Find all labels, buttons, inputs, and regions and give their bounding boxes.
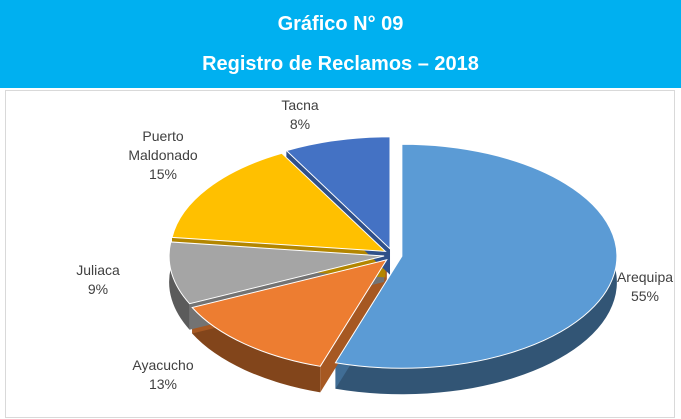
- slice-value-label: 13%: [148, 376, 178, 392]
- slice-label: Juliaca: [76, 262, 120, 278]
- slice-side: [192, 307, 321, 393]
- slice-side: [169, 241, 190, 330]
- slice-side: [320, 259, 387, 393]
- slice-label: Ayacucho: [132, 357, 194, 373]
- slice: [334, 143, 618, 369]
- slice: [285, 136, 391, 250]
- chart-title: Gráfico N° 09: [277, 13, 404, 35]
- slice-value-label: 9%: [87, 281, 109, 297]
- slice-label: Puerto Maldonado: [128, 128, 198, 163]
- pie-tops: [168, 136, 618, 369]
- header: Gráfico N° 09 Registro de Reclamos – 201…: [0, 0, 681, 88]
- slice: [191, 259, 388, 367]
- slice: [171, 152, 387, 252]
- slice-label: Arequipa: [616, 269, 674, 285]
- slice-side: [335, 144, 617, 395]
- slice-value-label: 15%: [148, 166, 178, 182]
- chart-subtitle: Registro de Reclamos – 2018: [202, 53, 479, 75]
- plot-frame: [5, 90, 675, 418]
- slice-value-label: 55%: [630, 288, 660, 304]
- slice: [168, 241, 385, 305]
- slice-label: Tacna: [281, 97, 319, 113]
- slice-value-label: 8%: [289, 116, 311, 132]
